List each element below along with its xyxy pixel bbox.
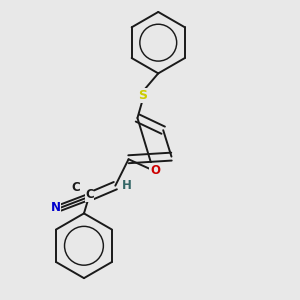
Text: N: N [51, 201, 61, 214]
Text: C: C [85, 188, 94, 201]
Text: C: C [71, 181, 80, 194]
Text: O: O [150, 164, 160, 177]
Text: S: S [138, 89, 147, 102]
Text: H: H [122, 179, 132, 192]
